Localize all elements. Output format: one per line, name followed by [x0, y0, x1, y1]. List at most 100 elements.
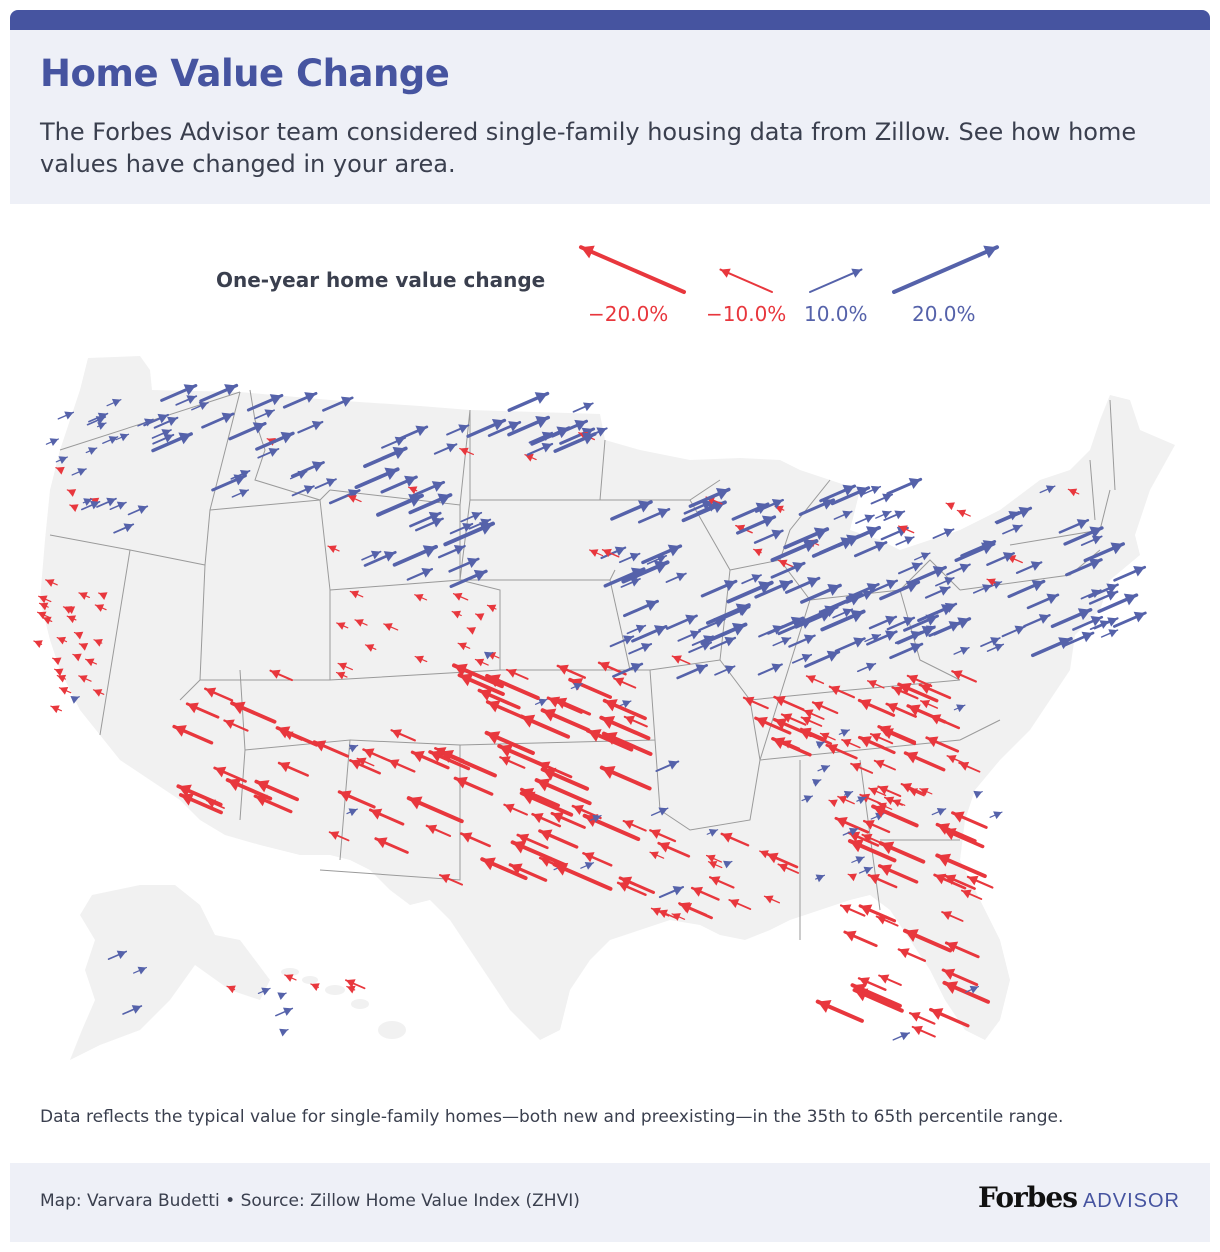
map-arrow-245	[853, 541, 888, 558]
map-arrow-189	[516, 833, 549, 850]
map-arrow-472	[847, 831, 880, 847]
map-arrow-330	[870, 493, 894, 505]
map-arrow-396	[866, 680, 885, 689]
map-arrow-408	[780, 713, 807, 726]
map-arrow-303	[671, 655, 691, 665]
map-arrow-65	[314, 478, 337, 490]
map-arrow-127	[337, 662, 353, 671]
map-arrow-4	[57, 411, 75, 420]
map-arrow-321	[1067, 488, 1080, 497]
map-arrow-156	[425, 824, 452, 837]
map-arrow-414	[919, 700, 939, 709]
map-arrow-442	[839, 904, 866, 917]
map-arrow-22	[70, 695, 80, 704]
map-arrow-250	[783, 527, 830, 550]
map-arrow-463	[935, 822, 977, 843]
source-credit: Map: Varvara Budetti • Source: Zillow Ho…	[40, 1191, 580, 1211]
map-arrow-434	[902, 928, 953, 953]
map-arrow-386	[723, 860, 733, 869]
map-arrow-157	[312, 740, 349, 758]
map-arrow-297	[830, 486, 871, 506]
map-arrow-148	[172, 724, 214, 745]
map-arrow-301	[677, 630, 701, 642]
map-arrow-43	[45, 579, 58, 587]
map-arrow-445	[862, 819, 891, 834]
map-arrow-393	[706, 829, 719, 837]
map-arrow-111	[449, 569, 488, 589]
map-arrow-30	[93, 639, 103, 647]
map-arrow-402	[928, 714, 961, 730]
map-arrow-119	[414, 593, 428, 602]
header-panel: Home Value Change The Forbes Advisor tea…	[10, 30, 1210, 204]
map-arrow-401	[897, 682, 939, 703]
map-arrow-310	[1023, 614, 1051, 628]
map-arrow-418	[805, 675, 825, 685]
map-arrow-128	[457, 642, 471, 651]
map-arrow-424	[918, 683, 952, 700]
map-arrow-151	[374, 837, 409, 854]
map-arrow-191	[484, 730, 535, 756]
map-arrow-182	[508, 863, 548, 882]
map-arrow-131	[336, 622, 349, 630]
map-arrow-187	[438, 874, 464, 886]
map-arrow-494	[801, 795, 814, 803]
map-arrow-228	[772, 637, 792, 647]
map-arrow-62	[282, 391, 318, 409]
state-borders	[49, 389, 1116, 940]
map-arrow-452	[931, 808, 947, 816]
map-arrow-24	[38, 595, 52, 604]
map-arrow-491	[842, 827, 859, 836]
map-arrow-82	[407, 486, 418, 495]
map-arrow-259	[834, 637, 866, 653]
legend-label-neg10: −10.0%	[706, 302, 787, 326]
map-arrow-96	[507, 415, 551, 437]
map-arrow-137	[254, 779, 299, 802]
map-arrow-492	[812, 779, 822, 787]
map-arrow-76	[410, 480, 446, 498]
map-arrow-31	[38, 602, 49, 611]
map-arrow-192	[650, 807, 669, 816]
map-arrow-0	[127, 505, 149, 516]
map-arrow-504	[277, 992, 287, 1001]
map-arrow-125	[451, 610, 462, 619]
map-arrow-373	[972, 584, 993, 594]
legend-arrows	[578, 245, 1000, 294]
map-arrow-352	[1089, 620, 1110, 631]
map-arrow-347	[1088, 590, 1119, 605]
map-arrow-405	[811, 701, 839, 715]
map-arrow-409	[951, 670, 977, 683]
map-arrow-169	[601, 731, 653, 756]
map-arrow-77	[354, 467, 400, 490]
map-arrow-109	[409, 511, 442, 528]
map-arrow-355	[896, 625, 936, 645]
map-arrow-179	[428, 750, 471, 771]
map-arrow-230	[631, 624, 668, 643]
map-arrow-94	[395, 425, 429, 442]
map-arrow-341	[1100, 629, 1119, 638]
map-arrow-12	[81, 500, 101, 511]
map-arrow-270	[735, 515, 777, 535]
map-arrow-90	[446, 424, 470, 436]
map-arrow-103	[347, 495, 362, 503]
map-arrow-152	[410, 750, 450, 770]
map-arrow-215	[556, 664, 586, 679]
map-arrow-223	[477, 688, 521, 710]
map-arrow-299	[754, 579, 793, 599]
map-arrow-351	[1026, 593, 1060, 610]
map-arrow-237	[588, 549, 604, 557]
map-arrow-461	[878, 841, 926, 864]
map-arrow-38	[37, 611, 50, 620]
map-arrow-78	[459, 447, 474, 456]
map-arrow-502	[133, 966, 147, 975]
map-arrow-177	[582, 852, 613, 867]
map-arrow-161	[356, 757, 375, 767]
map-arrow-142	[223, 719, 249, 732]
map-arrow-503	[226, 985, 236, 994]
map-arrow-99	[406, 568, 434, 581]
legend-arrow-0	[578, 245, 686, 294]
map-arrow-291	[601, 548, 620, 558]
map-arrow-162	[328, 831, 350, 842]
map-arrow-236	[610, 500, 653, 521]
map-arrow-338	[866, 630, 898, 646]
map-arrow-476	[900, 783, 926, 796]
